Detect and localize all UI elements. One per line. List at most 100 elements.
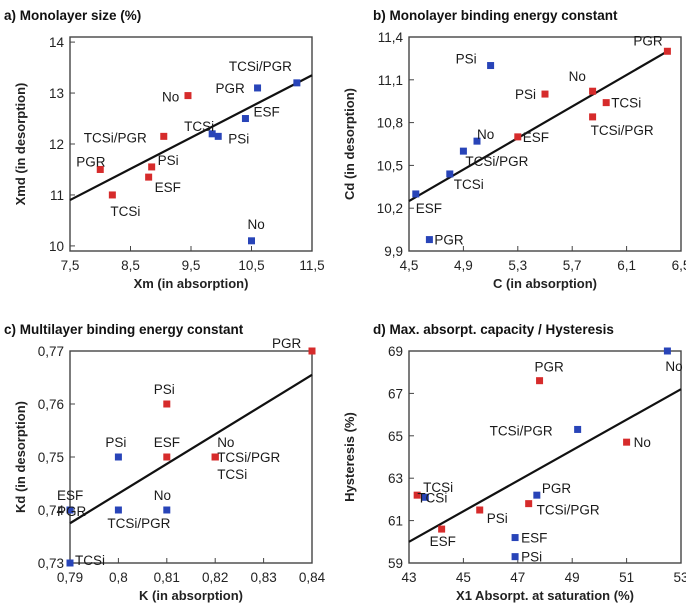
panel-c-y-tick-label: 0,77 (38, 344, 64, 359)
panel-b-point-control (425, 236, 433, 244)
panel-b-title: b) Monolayer binding energy constant (373, 8, 618, 23)
panel-b-point-label: TCSi (454, 177, 484, 192)
panel-a-point-control (214, 132, 222, 140)
panel-d-x-tick-label: 43 (401, 570, 416, 585)
panel-c-x-axis-title: K (in absorption) (139, 588, 243, 603)
panel-c-x-tick-label: 0,82 (202, 570, 228, 585)
panel-b-x-tick-label: 4,9 (454, 258, 473, 273)
panel-d-point-treated (536, 377, 544, 385)
panel-b-point-treated (589, 87, 597, 95)
panel-b-point-label: TCSi/PGR (591, 123, 654, 138)
panel-d-y-tick-label: 69 (388, 344, 403, 359)
panel-a-point-label: TCSi (110, 204, 140, 219)
panel-b-point-control (487, 62, 495, 70)
panel-b-point-treated (663, 47, 671, 55)
panel-a-y-tick-label: 12 (49, 137, 64, 152)
panel-c-y-tick-label: 0,73 (38, 556, 64, 571)
panel-b-y-tick-label: 10,2 (377, 201, 403, 216)
panel-b-point-control (459, 147, 467, 155)
panel-b-x-axis-title: C (in absorption) (493, 276, 597, 291)
panel-d-y-tick-label: 59 (388, 556, 403, 571)
panel-d-point-label: TCSi (417, 490, 447, 505)
panel-d-y-axis-title: Hysteresis (%) (342, 412, 357, 502)
panel-c-point-treated (211, 453, 219, 461)
panel-d-point-label: PSi (487, 511, 508, 526)
panel-a-point-label: TCSi (184, 119, 214, 134)
panel-b-point-treated (514, 133, 522, 141)
panel-d-point-control (574, 425, 582, 433)
panel-d-point-label: PGR (542, 481, 572, 496)
panel-a-title: a) Monolayer size (%) (4, 8, 141, 23)
panel-b-point-control (446, 170, 454, 178)
panel-b-y-tick-label: 10,8 (377, 116, 403, 131)
panel-b-x-tick-label: 6,1 (617, 258, 636, 273)
panel-d-point-label: TCSi/PGR (537, 503, 600, 518)
panel-a-x-tick-label: 7,5 (61, 258, 80, 273)
panel-c-point-label: PGR (272, 336, 302, 351)
panel-c-point-treated (163, 453, 171, 461)
panel-c-y-tick-label: 0,74 (38, 503, 65, 518)
panel-d-x-tick-label: 45 (456, 570, 471, 585)
panel-a-trend-line (69, 74, 313, 202)
panel-c-point-label: PSi (105, 435, 126, 450)
panel-a-point-label: TCSi/PGR (229, 59, 292, 74)
panel-c-x-tick-label: 0,79 (57, 570, 83, 585)
panel-a-y-tick-label: 14 (49, 35, 65, 50)
panel-d-x-tick-label: 51 (619, 570, 634, 585)
panel-a-x-tick-label: 8,5 (121, 258, 140, 273)
panel-b-point-label: PSi (456, 52, 477, 67)
panel-d-title: d) Max. absorpt. capacity / Hysteresis (373, 322, 614, 337)
panel-d-point-treated (623, 438, 631, 446)
panel-a-point-label: No (248, 217, 265, 232)
panel-d-y-tick-label: 65 (388, 429, 403, 444)
panel-d-point-label: PGR (535, 360, 565, 375)
panel-c-point-label: TCSi/PGR (107, 516, 170, 531)
panel-c-x-tick-label: 0,81 (154, 570, 180, 585)
panel-b-point-label: PSi (515, 87, 536, 102)
panel-d-x-tick-label: 47 (510, 570, 525, 585)
panel-a-point-treated (148, 163, 156, 171)
panel-d-y-tick-label: 67 (388, 386, 403, 401)
panel-d-y-tick-label: 63 (388, 471, 403, 486)
panel-d-x-tick-label: 49 (565, 570, 580, 585)
panel-d-point-control (511, 553, 519, 561)
panel-d-trend-line (408, 388, 682, 543)
panel-b-y-tick-label: 10,5 (377, 158, 403, 173)
panel-a-x-axis-title: Xm (in absorption) (134, 276, 249, 291)
panel-b-x-tick-label: 5,3 (508, 258, 527, 273)
panel-c-y-tick-label: 0,75 (38, 450, 64, 465)
panel-a-point-control (248, 237, 255, 245)
panel-a-point-label: PSi (228, 131, 249, 146)
panel-d-point-label: ESF (521, 531, 547, 546)
panel-d-point-treated (438, 525, 446, 533)
panel-b-point-treated (541, 90, 549, 98)
panel-c-trend-line (69, 373, 313, 525)
panel-a-y-tick-label: 11 (50, 188, 64, 203)
panel-c-point-treated (308, 347, 316, 355)
panel-d-point-label: PSi (521, 550, 542, 565)
panel-b-y-tick-label: 11,4 (378, 30, 404, 45)
panel-a-point-treated (160, 132, 168, 140)
panel-c-point-control (114, 506, 122, 514)
panel-a-point-label: PSi (158, 153, 179, 168)
panel-d-point-control (421, 493, 429, 501)
panel-a-y-tick-label: 10 (49, 239, 64, 254)
panel-a-point-control (254, 84, 262, 92)
panel-d-x-tick-label: 53 (673, 570, 686, 585)
panel-a-point-label: PGR (216, 81, 246, 96)
panel-b-y-axis-title: Cd (in desorption) (342, 88, 357, 200)
panel-c-point-label: PGR (57, 504, 87, 519)
panel-b-point-label: TCSi (611, 96, 641, 111)
panel-b-x-tick-label: 4,5 (400, 258, 419, 273)
panel-a-point-label: TCSi/PGR (84, 130, 147, 145)
panel-c-x-tick-label: 0,8 (109, 570, 128, 585)
panel-c-title: c) Multilayer binding energy constant (4, 322, 244, 337)
panel-c-point-control (163, 506, 171, 514)
panel-d-point-control (511, 534, 519, 542)
panel-c-point-label: No (217, 435, 234, 450)
panel-b-point-label: TCSi/PGR (465, 154, 528, 169)
panel-a-point-treated (108, 191, 116, 199)
panel-a-point-label: No (162, 90, 179, 105)
panel-b-point-label: ESF (416, 201, 442, 216)
panel-d-point-label: TCSi (423, 480, 453, 495)
